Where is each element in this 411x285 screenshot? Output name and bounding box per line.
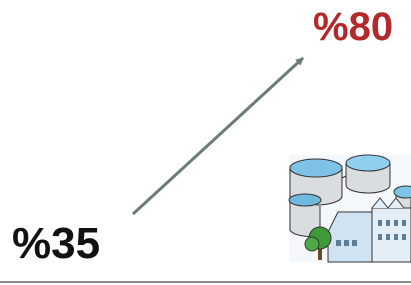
water-plant-illustration bbox=[289, 155, 411, 262]
growth-arrow bbox=[133, 58, 303, 214]
start-label: %35 bbox=[12, 219, 100, 268]
slide: %35 %80 bbox=[0, 0, 411, 285]
end-label: %80 bbox=[313, 5, 393, 49]
page: {"start": {"label": "%35"}, "end": {"lab… bbox=[0, 0, 411, 285]
